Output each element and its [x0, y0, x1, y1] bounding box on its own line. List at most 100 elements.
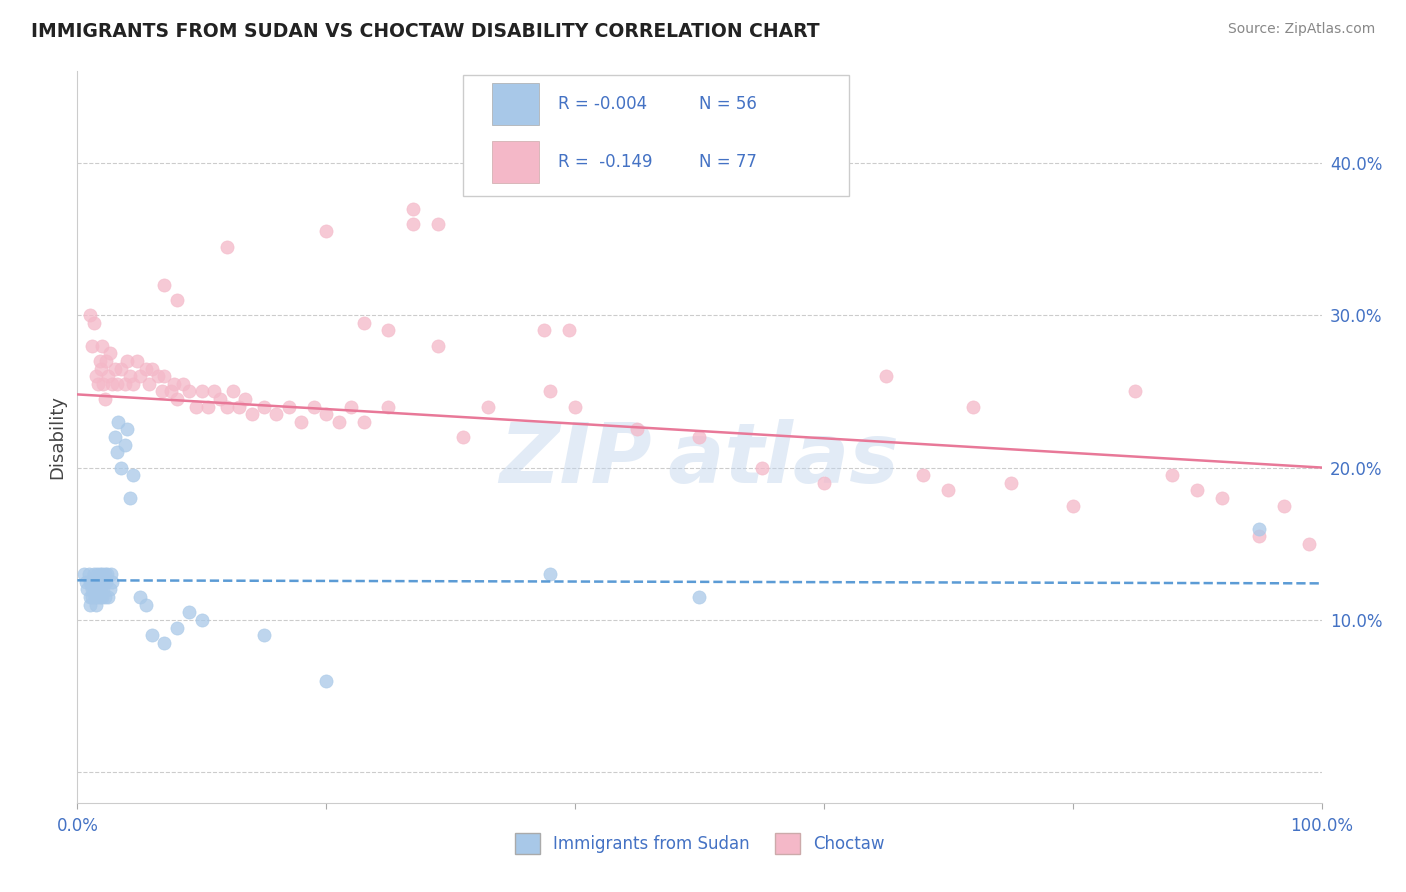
Point	[163, 376, 186, 391]
Point	[538, 567, 561, 582]
Point	[93, 582, 115, 597]
Point	[340, 400, 363, 414]
Point	[558, 323, 581, 337]
Point	[166, 621, 188, 635]
Point	[148, 369, 170, 384]
Point	[1161, 468, 1184, 483]
Point	[105, 376, 128, 391]
Point	[1000, 475, 1022, 490]
Point	[328, 415, 350, 429]
Point	[166, 392, 188, 406]
Point	[402, 217, 425, 231]
Point	[83, 574, 105, 589]
Point	[253, 628, 276, 642]
Text: ZIP atlas: ZIP atlas	[499, 418, 900, 500]
Point	[97, 590, 120, 604]
Text: N = 77: N = 77	[700, 153, 758, 171]
Point	[377, 323, 399, 337]
Point	[159, 384, 181, 399]
Point	[101, 376, 124, 391]
Point	[240, 407, 263, 421]
Point	[1298, 537, 1320, 551]
Point	[114, 438, 136, 452]
Point	[82, 582, 104, 597]
Point	[79, 574, 101, 589]
Point	[98, 346, 121, 360]
Text: Source: ZipAtlas.com: Source: ZipAtlas.com	[1227, 22, 1375, 37]
Point	[402, 202, 425, 216]
Point	[1062, 499, 1084, 513]
Point	[141, 628, 163, 642]
Point	[115, 354, 138, 368]
Point	[141, 361, 163, 376]
Point	[184, 400, 207, 414]
Point	[215, 239, 238, 253]
Point	[150, 384, 173, 399]
Point	[100, 567, 122, 582]
Point	[79, 598, 101, 612]
Point	[626, 422, 648, 436]
Text: R =  -0.149: R = -0.149	[558, 153, 652, 171]
Y-axis label: Disability: Disability	[48, 395, 66, 479]
Point	[96, 567, 118, 582]
Point	[84, 369, 107, 384]
Point	[751, 460, 773, 475]
Point	[377, 400, 399, 414]
Point	[97, 369, 120, 384]
Point	[533, 323, 555, 337]
Point	[79, 590, 101, 604]
Point	[91, 590, 114, 604]
Point	[1272, 499, 1295, 513]
Point	[135, 598, 157, 612]
Point	[215, 400, 238, 414]
Point	[115, 422, 138, 436]
Text: N = 56: N = 56	[700, 95, 758, 113]
Point	[79, 308, 101, 322]
Point	[83, 582, 105, 597]
Point	[1185, 483, 1208, 498]
Point	[138, 376, 160, 391]
Point	[122, 376, 145, 391]
FancyBboxPatch shape	[492, 83, 538, 126]
Point	[122, 468, 145, 483]
Point	[962, 400, 984, 414]
Point	[202, 384, 225, 399]
Point	[118, 491, 141, 505]
Point	[228, 400, 250, 414]
Point	[233, 392, 256, 406]
Point	[153, 369, 176, 384]
Point	[538, 384, 561, 399]
Point	[290, 415, 312, 429]
Point	[110, 460, 132, 475]
Point	[86, 567, 108, 582]
Point	[191, 613, 214, 627]
Point	[179, 605, 201, 619]
Point	[451, 430, 474, 444]
Point	[86, 590, 108, 604]
Point	[80, 574, 103, 589]
Point	[1249, 529, 1271, 543]
Point	[87, 574, 110, 589]
Point	[689, 430, 711, 444]
Point	[315, 407, 337, 421]
Point	[94, 574, 117, 589]
Point	[91, 567, 114, 582]
Point	[114, 376, 136, 391]
Point	[936, 483, 959, 498]
Point	[72, 567, 94, 582]
Point	[912, 468, 935, 483]
Legend: Immigrants from Sudan, Choctaw: Immigrants from Sudan, Choctaw	[508, 827, 891, 860]
Point	[1249, 521, 1271, 535]
Point	[277, 400, 299, 414]
Point	[689, 590, 711, 604]
Point	[93, 392, 115, 406]
Point	[179, 384, 201, 399]
Point	[93, 376, 115, 391]
Point	[93, 567, 115, 582]
Point	[98, 582, 121, 597]
Point	[477, 400, 499, 414]
Point	[90, 574, 112, 589]
FancyBboxPatch shape	[463, 75, 849, 195]
Text: R = -0.004: R = -0.004	[558, 95, 647, 113]
Point	[83, 567, 105, 582]
